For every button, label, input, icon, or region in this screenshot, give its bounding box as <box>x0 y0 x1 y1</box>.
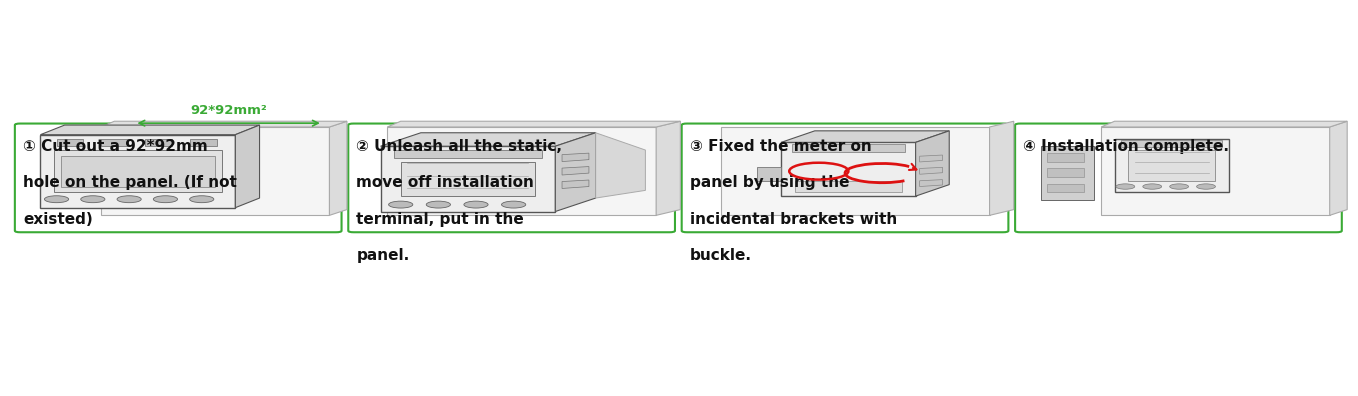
Polygon shape <box>915 131 949 196</box>
Polygon shape <box>54 150 221 192</box>
Polygon shape <box>100 139 128 146</box>
Polygon shape <box>57 139 83 146</box>
Circle shape <box>1143 184 1161 189</box>
Polygon shape <box>990 121 1014 215</box>
FancyBboxPatch shape <box>682 124 1009 232</box>
Text: terminal, put in the: terminal, put in the <box>356 211 524 227</box>
Text: 92*92mm²: 92*92mm² <box>190 104 268 117</box>
FancyBboxPatch shape <box>348 124 675 232</box>
Polygon shape <box>555 133 596 211</box>
Polygon shape <box>721 127 990 215</box>
Polygon shape <box>919 155 942 162</box>
Text: incidental brackets with: incidental brackets with <box>690 211 898 227</box>
Polygon shape <box>401 162 535 196</box>
Polygon shape <box>41 135 235 208</box>
Polygon shape <box>596 133 645 198</box>
Polygon shape <box>145 139 172 146</box>
Polygon shape <box>1115 139 1229 192</box>
Circle shape <box>153 196 178 203</box>
Polygon shape <box>330 121 346 215</box>
Text: move off installation: move off installation <box>356 175 534 190</box>
Polygon shape <box>781 131 949 143</box>
Polygon shape <box>1047 168 1084 177</box>
Text: buckle.: buckle. <box>690 248 752 263</box>
Text: ① Cut out a 92*92mm: ① Cut out a 92*92mm <box>23 139 208 154</box>
Text: ② Unleash all the static,: ② Unleash all the static, <box>356 139 562 154</box>
Text: hole on the panel. (If not: hole on the panel. (If not <box>23 175 236 190</box>
Polygon shape <box>61 156 215 187</box>
Circle shape <box>117 196 141 203</box>
Polygon shape <box>919 180 942 187</box>
Polygon shape <box>190 139 216 146</box>
Polygon shape <box>656 121 680 215</box>
Polygon shape <box>562 180 589 188</box>
Polygon shape <box>394 150 542 158</box>
Polygon shape <box>1040 146 1095 200</box>
Circle shape <box>190 196 213 203</box>
Polygon shape <box>387 127 656 215</box>
FancyBboxPatch shape <box>15 124 342 232</box>
Circle shape <box>426 201 451 208</box>
Polygon shape <box>919 168 942 174</box>
Circle shape <box>1169 184 1188 189</box>
Polygon shape <box>562 167 589 175</box>
Polygon shape <box>1101 121 1347 127</box>
Text: panel by using the: panel by using the <box>690 175 849 190</box>
Polygon shape <box>756 168 781 181</box>
Polygon shape <box>100 121 346 127</box>
Polygon shape <box>41 125 259 135</box>
FancyBboxPatch shape <box>1016 124 1342 232</box>
Polygon shape <box>380 146 555 211</box>
Polygon shape <box>1122 141 1222 147</box>
Polygon shape <box>1128 150 1215 181</box>
Text: ③ Fixed the meter on: ③ Fixed the meter on <box>690 139 872 154</box>
Circle shape <box>80 196 105 203</box>
Circle shape <box>501 201 526 208</box>
Polygon shape <box>792 144 904 152</box>
Circle shape <box>464 201 488 208</box>
Circle shape <box>1196 184 1215 189</box>
Polygon shape <box>387 121 680 127</box>
Polygon shape <box>794 181 902 192</box>
Circle shape <box>1116 184 1135 189</box>
Polygon shape <box>562 153 589 162</box>
Circle shape <box>388 201 413 208</box>
Polygon shape <box>1101 127 1329 215</box>
Polygon shape <box>235 125 259 208</box>
Polygon shape <box>1329 121 1347 215</box>
Polygon shape <box>380 133 596 146</box>
Polygon shape <box>781 143 915 196</box>
Polygon shape <box>1047 153 1084 162</box>
Polygon shape <box>100 127 330 215</box>
Text: existed): existed) <box>23 211 92 227</box>
Circle shape <box>45 196 69 203</box>
Polygon shape <box>1047 184 1084 192</box>
Text: ④ Installation complete.: ④ Installation complete. <box>1023 139 1229 154</box>
Text: panel.: panel. <box>356 248 410 263</box>
